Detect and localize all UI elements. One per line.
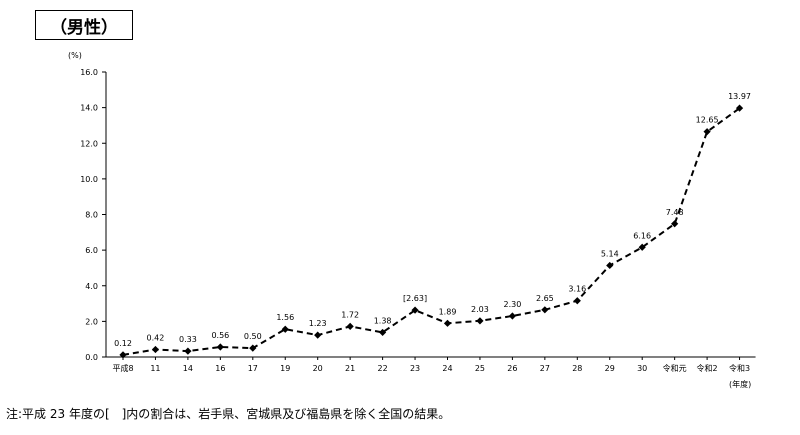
x-tick-label: 24 (442, 364, 452, 373)
data-label: 1.23 (309, 319, 327, 328)
data-label: 0.33 (179, 335, 197, 344)
x-tick-label: 20 (313, 364, 323, 373)
data-label: 1.72 (341, 310, 359, 319)
data-point-marker (151, 345, 160, 354)
data-label: 1.56 (276, 313, 294, 322)
x-tick-label: 26 (507, 364, 517, 373)
data-point-marker (735, 104, 744, 112)
data-label: 3.16 (568, 285, 586, 294)
x-tick-label: 27 (540, 364, 550, 373)
y-tick-label: 6.0 (85, 246, 98, 255)
y-tick-label: 10.0 (80, 175, 98, 184)
data-point-marker (508, 312, 516, 320)
x-tick-label: 17 (248, 364, 258, 373)
y-tick-label: 2.0 (85, 317, 98, 326)
data-label: 0.56 (211, 331, 229, 340)
data-label: 6.16 (633, 231, 651, 240)
x-tick-label: 28 (572, 364, 582, 373)
y-tick-label: 12.0 (80, 139, 98, 148)
data-point-marker (573, 297, 581, 305)
x-tick-label: 平成8 (112, 363, 133, 373)
x-tick-label: 29 (605, 364, 615, 373)
y-tick-label: 8.0 (85, 211, 98, 220)
chart-title: （男性） (35, 10, 133, 40)
x-tick-label: 21 (345, 364, 355, 373)
footnote: 注:平成 23 年度の[ ]内の割合は、岩手県、宮城県及び福島県を除く全国の結果… (6, 407, 451, 421)
y-axis-unit: (%) (68, 51, 82, 60)
data-label: [2.63] (403, 294, 427, 303)
x-tick-label: 30 (637, 364, 647, 373)
data-point-marker (314, 331, 322, 339)
y-tick-label: 14.0 (80, 104, 98, 113)
data-point-marker (541, 306, 549, 314)
data-label: 0.42 (147, 334, 165, 343)
data-label: 0.50 (244, 332, 262, 341)
axes: 0.0 2.0 4.0 6.0 8.0 10.0 12.0 14.0 16.0 平成8 11 14 16… (80, 68, 756, 373)
x-tick-label: 令和元 (663, 363, 687, 373)
data-point-marker (119, 351, 127, 359)
data-point-marker (476, 317, 484, 325)
data-label: 7.48 (666, 208, 684, 217)
data-label: 1.38 (374, 316, 392, 325)
data-label: 12.65 (696, 116, 719, 125)
data-label: 2.30 (503, 300, 521, 309)
y-tick-label: 16.0 (80, 68, 98, 77)
data-points: 0.12 0.42 0.33 0.56 0.50 1.56 1.23 1.72 1.38 [2.6… (114, 92, 751, 359)
data-label: 13.97 (728, 92, 751, 101)
x-tick-label: 16 (215, 364, 225, 373)
line-chart: (%) (年度) 0.0 2.0 4.0 6.0 8.0 10.0 12.0 14.0 16.0… (68, 51, 756, 389)
y-tick-label: 4.0 (85, 282, 98, 291)
data-point-marker (638, 243, 646, 251)
data-point-marker (671, 220, 679, 228)
data-point-marker (606, 261, 614, 270)
data-label: 5.14 (601, 249, 619, 258)
x-tick-label: 23 (410, 364, 420, 373)
data-point-marker (443, 319, 452, 327)
x-tick-label: 25 (475, 364, 485, 373)
data-point-marker (411, 306, 419, 314)
x-tick-label: 令和2 (697, 363, 718, 373)
data-point-marker (216, 343, 224, 351)
x-tick-label: 令和3 (729, 363, 750, 373)
data-label: 2.03 (471, 305, 489, 314)
data-label: 0.12 (114, 339, 132, 348)
data-point-marker (281, 325, 289, 333)
x-tick-label: 19 (280, 364, 290, 373)
series-dashed-line (122, 107, 741, 356)
y-tick-label: 0.0 (85, 353, 98, 362)
series-line (122, 107, 741, 356)
data-label: 2.65 (536, 294, 554, 303)
data-label: 1.89 (439, 307, 457, 316)
x-axis-unit: (年度) (729, 379, 751, 389)
x-tick-label: 11 (150, 364, 160, 373)
data-point-marker (346, 322, 354, 330)
data-point-marker (379, 328, 387, 337)
data-point-marker (703, 128, 711, 136)
x-tick-label: 14 (183, 364, 193, 373)
data-point-marker (249, 344, 257, 352)
data-point-marker (184, 347, 192, 355)
x-tick-label: 22 (378, 364, 388, 373)
